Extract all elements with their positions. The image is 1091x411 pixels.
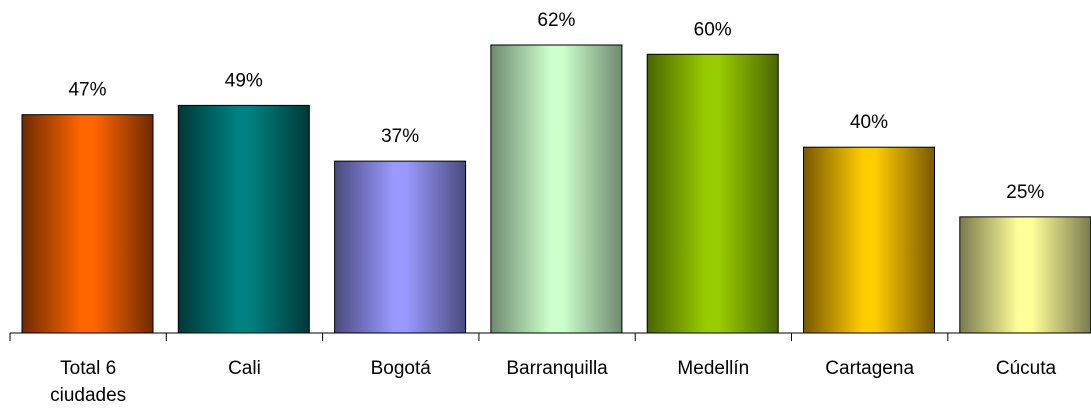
category-label-bogota: Bogotá	[371, 358, 432, 379]
value-label-cartagena: 40%	[850, 112, 888, 133]
category-label-barranquilla: Barranquilla	[506, 358, 608, 379]
value-label-cucuta: 25%	[1006, 182, 1044, 203]
x-axis-ticks-group	[9, 333, 949, 341]
bar-bogota	[334, 160, 467, 334]
value-label-cali: 49%	[225, 70, 263, 91]
category-label-cucuta: Cúcuta	[996, 358, 1057, 379]
bar-cali	[177, 104, 310, 334]
category-label-cartagena: Cartagena	[825, 358, 914, 379]
bars-group	[21, 44, 1091, 334]
category-label-cali: Cali	[228, 358, 261, 379]
bar-cucuta	[959, 216, 1091, 334]
value-labels-group: 47% 49% 37% 62% 60% 40% 25%	[68, 10, 1044, 203]
value-label-medellin: 60%	[694, 19, 732, 40]
bar-barranquilla	[490, 44, 623, 334]
bar-cartagena	[803, 146, 935, 334]
value-label-bogota: 37%	[381, 126, 419, 147]
category-labels-group: Total 6 ciudades Cali Bogotá Barranquilla Med…	[50, 358, 1056, 406]
value-label-barranquilla: 62%	[537, 10, 575, 31]
bar-total-6-ciudades	[21, 114, 154, 334]
category-label-total-6-ciudades: Total 6 ciudades	[50, 358, 126, 406]
value-label-total-6-ciudades: 47%	[68, 80, 106, 101]
bar-medellin	[646, 53, 779, 334]
category-label-medellin: Medellín	[677, 358, 749, 379]
